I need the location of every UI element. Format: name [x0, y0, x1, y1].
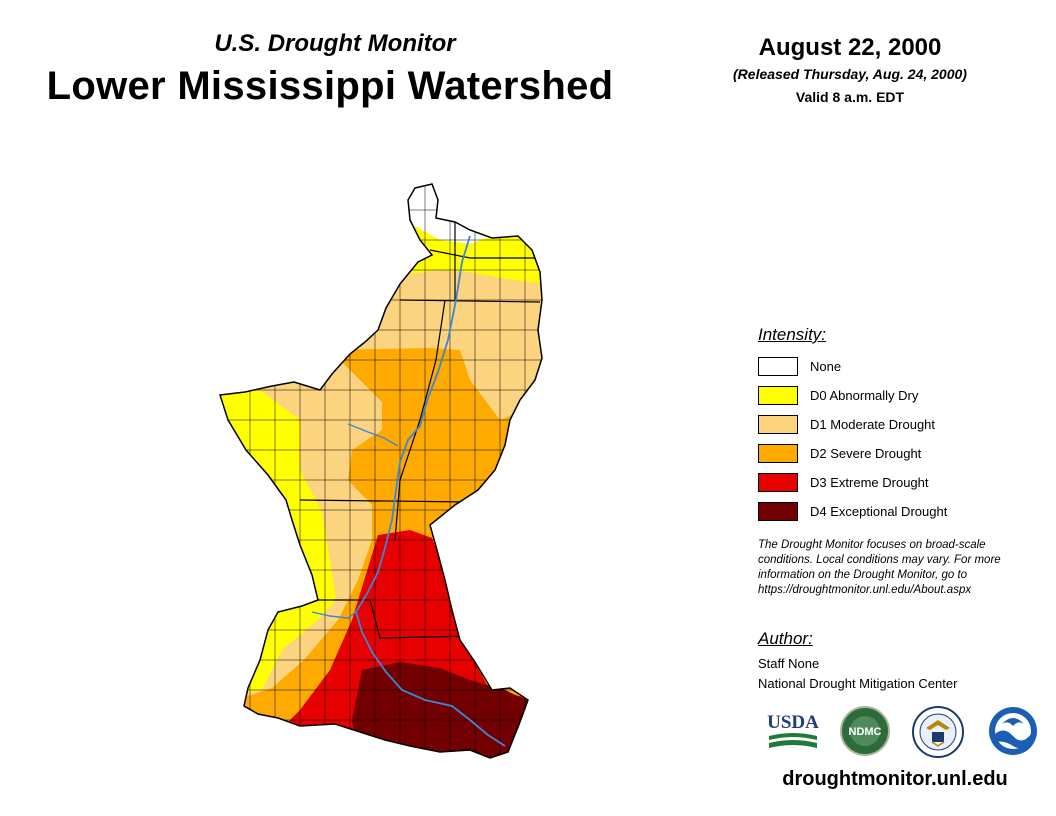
legend-swatch-d1	[758, 414, 798, 434]
valid-time: Valid 8 a.m. EDT	[795, 89, 905, 105]
note-line: information on the Drought Monitor, go t…	[758, 569, 968, 581]
legend-item-d2: D2 Severe Drought	[758, 443, 921, 463]
legend-label-none: None	[810, 358, 842, 374]
author-heading: Author:	[758, 629, 813, 648]
legend-swatch-none	[758, 356, 798, 376]
commerce-seal-logo	[912, 706, 964, 758]
author-name: Staff None	[758, 656, 820, 671]
legend-swatch-d4	[758, 501, 798, 521]
tributary-river-south	[311, 611, 357, 619]
legend-item-d4: D4 Exceptional Drought	[758, 501, 947, 521]
svg-text:NDMC: NDMC	[849, 726, 882, 738]
legend-item-d0: D0 Abnormally Dry	[758, 385, 918, 405]
map-title: Lower Mississippi Watershed	[46, 64, 614, 108]
note-line: The Drought Monitor focuses on broad-sca…	[758, 539, 986, 551]
ndmc-logo: NDMC	[840, 706, 890, 756]
state-boundaries	[299, 222, 541, 639]
legend-swatch-d2	[758, 443, 798, 463]
legend-swatch-d0	[758, 385, 798, 405]
legend-item-none: None	[758, 356, 841, 376]
note-link[interactable]: https://droughtmonitor.unl.edu/About.asp…	[758, 584, 972, 596]
author-organization: National Drought Mitigation Center	[758, 676, 958, 691]
legend-item-d1: D1 Moderate Drought	[758, 414, 935, 434]
website-link[interactable]: droughtmonitor.unl.edu	[782, 768, 1008, 790]
legend-item-d3: D3 Extreme Drought	[758, 472, 929, 492]
legend-swatch-d3	[758, 472, 798, 492]
note-line: conditions. Local conditions may vary. F…	[758, 554, 1001, 566]
map-subtitle: U.S. Drought Monitor	[214, 30, 456, 57]
drought-intensity-areas	[220, 184, 542, 758]
drought-map	[219, 183, 543, 759]
release-date: (Released Thursday, Aug. 24, 2000)	[733, 66, 967, 82]
river	[355, 235, 506, 747]
disclaimer-note: The Drought Monitor focuses on broad-sca…	[758, 538, 1048, 598]
legend-label-d4: D4 Exceptional Drought	[810, 503, 948, 519]
legend-label-d1: D1 Moderate Drought	[810, 416, 936, 432]
legend-label-d3: D3 Extreme Drought	[810, 474, 929, 490]
map-date: August 22, 2000	[758, 34, 942, 61]
legend-label-d0: D0 Abnormally Dry	[810, 387, 919, 403]
category-d4-area	[352, 662, 530, 758]
tributary-river	[347, 423, 399, 447]
legend-label-d2: D2 Severe Drought	[810, 445, 922, 461]
legend-heading: Intensity:	[758, 325, 827, 344]
noaa-logo	[989, 707, 1037, 755]
usda-logo: USDA	[767, 712, 819, 748]
svg-text:USDA: USDA	[767, 712, 819, 733]
